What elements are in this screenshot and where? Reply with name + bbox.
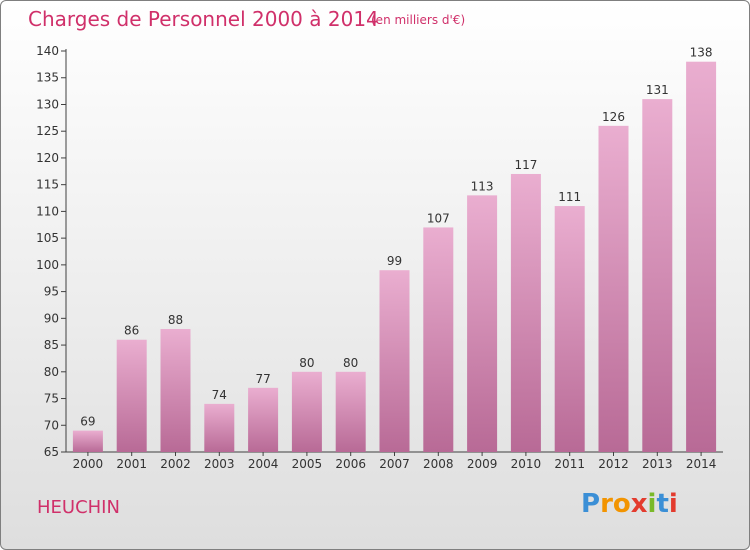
proxiti-logo: Proxiti: [581, 489, 678, 519]
data-label: 77: [255, 372, 270, 386]
y-tick-label: 125: [36, 124, 59, 138]
data-label: 111: [558, 190, 581, 204]
bar: [598, 125, 629, 452]
logo-letter: i: [668, 489, 678, 519]
data-label: 80: [343, 356, 358, 370]
data-label: 113: [471, 179, 494, 193]
x-tick-label: 2010: [511, 457, 542, 471]
y-tick-label: 90: [44, 311, 59, 325]
bar: [72, 430, 103, 452]
x-tick-label: 2014: [686, 457, 717, 471]
data-label: 74: [212, 388, 227, 402]
logo-letter: i: [647, 489, 657, 519]
y-tick-label: 105: [36, 231, 59, 245]
y-tick-label: 75: [44, 392, 59, 406]
x-tick-label: 2000: [73, 457, 104, 471]
logo-letter: x: [630, 489, 648, 519]
data-label: 88: [168, 313, 183, 327]
bar: [554, 206, 585, 452]
bar: [510, 173, 541, 452]
bar: [686, 61, 717, 453]
data-label: 80: [299, 356, 314, 370]
y-tick-label: 115: [36, 178, 59, 192]
x-tick-label: 2004: [248, 457, 279, 471]
logo-letter: t: [656, 489, 669, 519]
logo-letter: r: [600, 489, 613, 519]
data-label: 131: [646, 83, 669, 97]
x-tick-label: 2012: [598, 457, 629, 471]
x-tick-label: 2009: [467, 457, 498, 471]
y-tick-label: 65: [44, 445, 59, 459]
chart-title: Charges de Personnel 2000 à 2014: [28, 7, 379, 31]
data-label: 138: [690, 46, 713, 60]
y-tick-label: 95: [44, 285, 59, 299]
y-tick-label: 100: [36, 258, 59, 272]
data-label: 99: [387, 254, 402, 268]
y-tick-label: 135: [36, 71, 59, 85]
bar: [335, 371, 366, 452]
logo-letter: P: [581, 489, 601, 519]
logo-letter: o: [612, 489, 631, 519]
data-label: 86: [124, 324, 139, 338]
bar: [291, 371, 322, 452]
x-tick-label: 2013: [642, 457, 673, 471]
x-tick-label: 2007: [379, 457, 410, 471]
y-tick-label: 110: [36, 204, 59, 218]
x-tick-label: 2001: [116, 457, 147, 471]
bar: [116, 339, 147, 452]
chart-subtitle: (en milliers d'€): [371, 13, 466, 27]
y-tick-label: 85: [44, 338, 59, 352]
data-label: 117: [514, 158, 537, 172]
x-tick-label: 2006: [335, 457, 366, 471]
bar: [248, 387, 279, 452]
x-tick-label: 2011: [554, 457, 585, 471]
y-tick-label: 130: [36, 97, 59, 111]
bar: [379, 270, 410, 452]
x-tick-label: 2008: [423, 457, 454, 471]
y-tick-label: 120: [36, 151, 59, 165]
bar: [160, 329, 191, 452]
x-tick-label: 2002: [160, 457, 191, 471]
bar: [423, 227, 454, 452]
data-label: 107: [427, 211, 450, 225]
data-label: 126: [602, 110, 625, 124]
y-tick-label: 140: [36, 44, 59, 58]
bar: [467, 195, 498, 453]
x-tick-label: 2003: [204, 457, 235, 471]
bar: [204, 403, 235, 452]
data-label: 69: [80, 415, 95, 429]
y-tick-label: 80: [44, 365, 59, 379]
commune-name: HEUCHIN: [37, 497, 120, 518]
x-tick-label: 2005: [292, 457, 323, 471]
y-tick-label: 70: [44, 418, 59, 432]
bar: [642, 99, 673, 453]
